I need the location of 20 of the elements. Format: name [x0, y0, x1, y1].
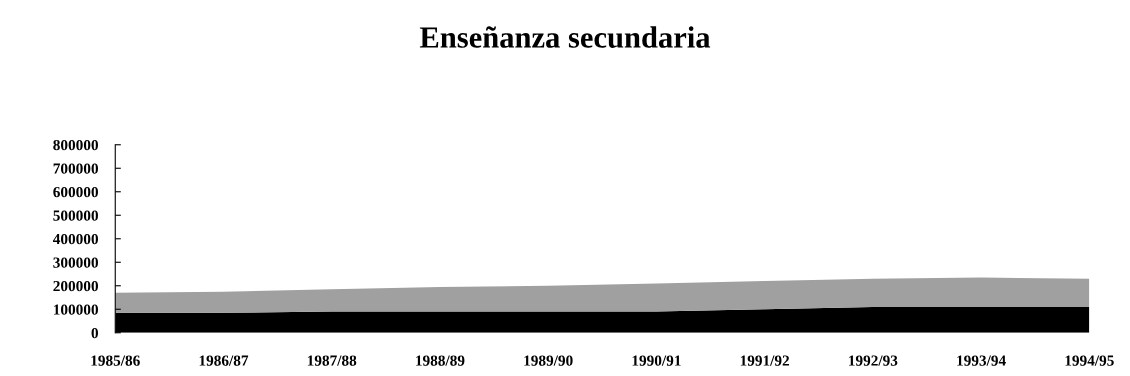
x-tick-label: 1991/92	[740, 355, 790, 366]
y-tick-label: 600000	[53, 186, 99, 198]
x-tick-label: 1985/86	[91, 355, 140, 366]
y-tick-label: 500000	[53, 210, 99, 221]
x-tick-label: 1990/91	[632, 355, 681, 366]
y-tick-label: 700000	[53, 163, 99, 174]
x-tick-label: 1988/89	[416, 355, 465, 366]
y-tick-label: 400000	[52, 233, 99, 245]
y-tick-label: 100000	[53, 304, 99, 315]
y-tick-label: 0	[91, 327, 99, 339]
chart-title: Enseñanza secundaria	[419, 26, 711, 48]
x-tick-label: 1989/90	[524, 355, 573, 366]
x-tick-label: 1993/94	[957, 355, 1006, 366]
x-tick-label: 1994/95	[1065, 355, 1114, 366]
x-tick-label: 1986/87	[199, 355, 249, 366]
y-tick-label: 300000	[53, 257, 99, 268]
y-tick-label: 200000	[53, 280, 99, 292]
y-tick-label: 800000	[53, 139, 99, 151]
x-tick-label: 1987/88	[307, 355, 357, 366]
x-tick-label: 1992/93	[849, 355, 898, 366]
